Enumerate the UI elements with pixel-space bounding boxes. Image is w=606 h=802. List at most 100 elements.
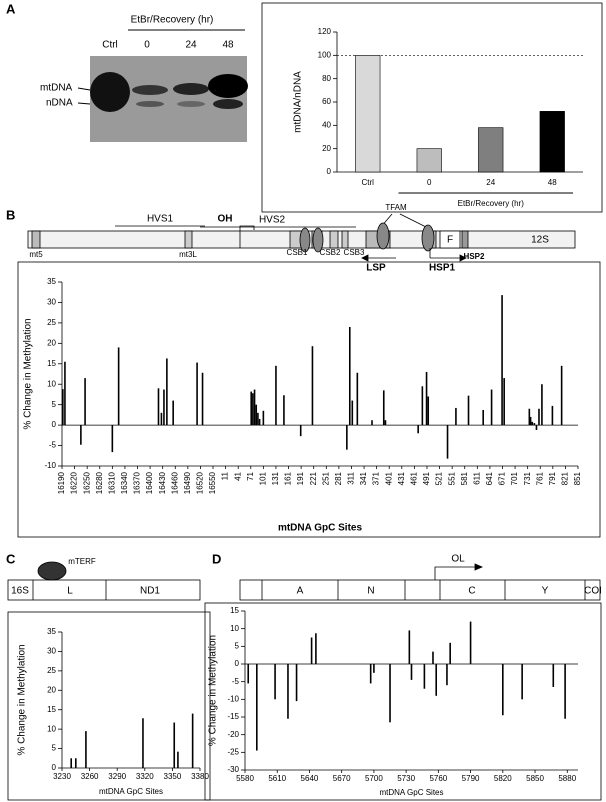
bar bbox=[311, 346, 314, 426]
x-tick-label: 24 bbox=[486, 178, 495, 187]
x-tick-label: 161 bbox=[284, 471, 293, 485]
x-tick-label: 16250 bbox=[82, 471, 91, 494]
x-tick-label: 191 bbox=[296, 471, 305, 485]
bar bbox=[283, 395, 285, 426]
bar bbox=[355, 55, 381, 173]
x-tick-label: 671 bbox=[498, 471, 507, 485]
map-label: mTERF bbox=[68, 557, 96, 566]
x-tick-label: 581 bbox=[460, 471, 469, 485]
x-tick-label: 3260 bbox=[81, 772, 99, 781]
x-tick-label: 491 bbox=[422, 471, 431, 485]
x-tick-label: 281 bbox=[334, 471, 343, 485]
y-tick-label: 0 bbox=[327, 167, 332, 176]
x-tick-label: 5730 bbox=[397, 774, 415, 783]
x-tick-label: 341 bbox=[359, 471, 368, 485]
bar bbox=[408, 630, 411, 664]
x-tick-label: 131 bbox=[271, 471, 280, 485]
panel-label: C bbox=[6, 551, 16, 566]
x-tick-label: 221 bbox=[309, 471, 318, 485]
map-label: OH bbox=[218, 214, 233, 225]
x-tick-label: 251 bbox=[321, 471, 330, 485]
x-tick-label: 611 bbox=[472, 471, 481, 484]
bar bbox=[346, 425, 348, 450]
x-tick-label: 16190 bbox=[57, 471, 66, 494]
y-tick-label: 35 bbox=[47, 277, 56, 286]
x-tick-label: 16220 bbox=[70, 471, 79, 494]
x-tick-label: 521 bbox=[435, 471, 444, 485]
y-axis-label: % Change in Methylation bbox=[208, 635, 219, 746]
map-c bbox=[7, 561, 201, 601]
map-label: ND1 bbox=[140, 586, 160, 597]
x-tick-label: 5820 bbox=[494, 774, 512, 783]
y-tick-label: -10 bbox=[44, 461, 56, 470]
map-d bbox=[239, 563, 601, 601]
bar bbox=[417, 425, 419, 434]
y-tick-label: -20 bbox=[227, 730, 239, 739]
x-tick-label: 401 bbox=[384, 471, 393, 485]
map-label: 16S bbox=[11, 586, 29, 597]
x-tick-label: 101 bbox=[258, 471, 267, 485]
bar bbox=[490, 389, 493, 426]
map-b bbox=[27, 213, 576, 262]
map-label: HVS2 bbox=[259, 215, 286, 226]
lane-label: 24 bbox=[185, 40, 197, 51]
bar bbox=[421, 386, 424, 426]
bar bbox=[560, 365, 563, 426]
bar bbox=[275, 365, 277, 426]
x-tick-label: 5640 bbox=[301, 774, 319, 783]
map-label: OL bbox=[451, 554, 465, 565]
x-tick-label: 791 bbox=[548, 471, 557, 485]
bar bbox=[531, 421, 534, 426]
map-label: LSP bbox=[366, 263, 386, 274]
bar bbox=[469, 621, 472, 664]
map-label: HSP1 bbox=[429, 263, 456, 274]
y-axis-label: % Change in Methylation bbox=[17, 644, 28, 755]
map-label: F bbox=[447, 235, 453, 246]
bar bbox=[449, 642, 451, 664]
bar bbox=[502, 664, 504, 716]
chart-frame bbox=[7, 611, 211, 801]
x-tick-label: 551 bbox=[447, 471, 456, 485]
bar bbox=[467, 395, 470, 426]
bar bbox=[62, 389, 64, 426]
bar bbox=[75, 758, 77, 768]
x-tick-label: 461 bbox=[409, 471, 418, 485]
x-tick-label: 5580 bbox=[236, 774, 254, 783]
bar bbox=[538, 408, 540, 426]
x-tick-label: 3230 bbox=[53, 772, 71, 781]
x-axis-label: EtBr/Recovery (hr) bbox=[458, 199, 525, 208]
bar bbox=[257, 412, 259, 426]
map-label: 12S bbox=[531, 235, 549, 246]
y-tick-label: 60 bbox=[322, 97, 331, 106]
bar bbox=[446, 425, 449, 459]
x-tick-label: 16520 bbox=[196, 471, 205, 494]
chart-frame bbox=[17, 261, 601, 538]
x-tick-label: 16430 bbox=[158, 471, 167, 494]
bar bbox=[252, 393, 254, 426]
x-tick-label: 701 bbox=[510, 471, 519, 485]
x-axis-label: mtDNA GpC Sites bbox=[379, 788, 443, 797]
bar bbox=[539, 111, 565, 173]
x-axis-label: mtDNA GpC Sites bbox=[99, 787, 163, 796]
y-axis-label: mtDNA/nDNA bbox=[293, 71, 304, 133]
bar bbox=[173, 722, 176, 768]
bar bbox=[310, 637, 313, 664]
y-tick-label: 5 bbox=[52, 744, 57, 753]
panel-label: B bbox=[6, 207, 15, 222]
bar bbox=[535, 425, 538, 431]
chart-frame bbox=[261, 2, 603, 213]
y-tick-label: 20 bbox=[47, 338, 56, 347]
y-tick-label: 5 bbox=[235, 641, 240, 650]
bar bbox=[541, 384, 543, 426]
x-tick-label: 41 bbox=[233, 471, 242, 480]
x-tick-label: 5790 bbox=[462, 774, 480, 783]
bar bbox=[423, 664, 426, 689]
bar bbox=[172, 400, 174, 426]
bar bbox=[274, 664, 276, 700]
panel-label: A bbox=[6, 1, 16, 16]
bar bbox=[478, 127, 504, 173]
y-tick-label: 10 bbox=[47, 379, 56, 388]
bar bbox=[533, 423, 536, 426]
bar bbox=[157, 388, 160, 426]
bar bbox=[427, 396, 430, 426]
